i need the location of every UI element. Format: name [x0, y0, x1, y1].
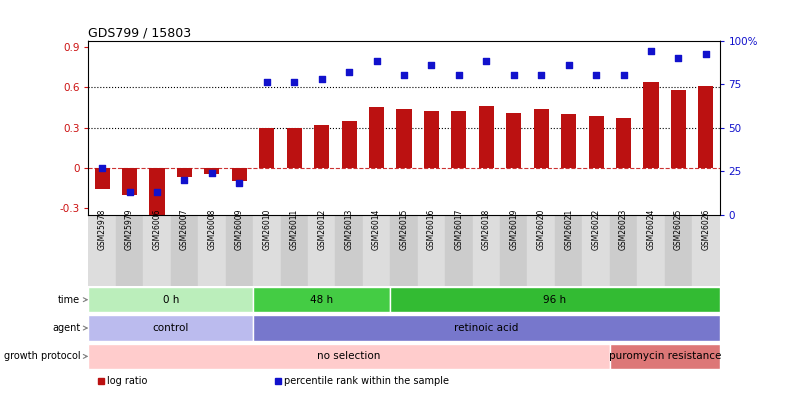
Bar — [226, 215, 253, 286]
Bar — [588, 115, 603, 168]
Point — [699, 51, 711, 58]
Bar — [581, 215, 609, 286]
Text: no selection: no selection — [317, 352, 381, 361]
Bar — [609, 215, 637, 286]
Bar — [664, 215, 691, 286]
Bar — [698, 86, 712, 168]
Bar — [479, 106, 493, 168]
Point — [589, 72, 601, 79]
Point — [561, 62, 574, 68]
Bar — [418, 215, 445, 286]
Text: retinoic acid: retinoic acid — [454, 323, 518, 333]
Bar — [450, 111, 466, 168]
Point — [479, 58, 492, 65]
Point — [534, 72, 547, 79]
Point — [260, 79, 273, 85]
Point — [617, 72, 630, 79]
Bar — [335, 215, 362, 286]
Bar — [396, 109, 411, 168]
Text: time: time — [58, 295, 87, 305]
Bar — [341, 121, 357, 168]
Text: growth protocol: growth protocol — [3, 352, 87, 361]
Bar — [231, 168, 247, 181]
Bar — [389, 215, 418, 286]
Bar — [122, 168, 137, 194]
Bar — [143, 215, 170, 286]
Bar — [423, 111, 438, 168]
Bar — [554, 215, 581, 286]
Bar — [369, 107, 384, 168]
Point — [397, 72, 410, 79]
Point — [96, 164, 108, 171]
Text: log ratio: log ratio — [108, 376, 148, 386]
Bar — [533, 109, 548, 168]
Bar — [472, 215, 499, 286]
Bar — [253, 315, 719, 341]
Bar — [95, 168, 109, 189]
Point — [177, 177, 190, 183]
Point — [233, 180, 246, 187]
Bar — [88, 287, 253, 313]
Point — [342, 68, 355, 75]
Bar — [88, 315, 253, 341]
Bar — [204, 168, 219, 175]
Bar — [609, 343, 719, 369]
Bar — [149, 168, 165, 216]
Bar — [362, 215, 389, 286]
Bar — [116, 215, 143, 286]
Point — [287, 79, 300, 85]
Text: puromycin resistance: puromycin resistance — [608, 352, 720, 361]
Text: percentile rank within the sample: percentile rank within the sample — [283, 376, 449, 386]
Text: 0 h: 0 h — [162, 295, 179, 305]
Bar — [253, 287, 389, 313]
Text: agent: agent — [52, 323, 87, 333]
Bar — [259, 128, 274, 168]
Bar — [170, 215, 198, 286]
Bar — [506, 113, 520, 168]
Bar — [560, 114, 576, 168]
Bar — [314, 125, 328, 168]
Bar — [88, 215, 116, 286]
Bar — [527, 215, 554, 286]
Bar — [198, 215, 226, 286]
Point — [644, 48, 657, 54]
Bar — [253, 215, 280, 286]
Point — [671, 55, 684, 61]
Text: GDS799 / 15803: GDS799 / 15803 — [88, 26, 191, 39]
Text: 48 h: 48 h — [310, 295, 332, 305]
Bar — [499, 215, 527, 286]
Point — [123, 189, 136, 195]
Bar — [691, 215, 719, 286]
Point — [425, 62, 438, 68]
Bar — [389, 287, 719, 313]
Point — [315, 76, 328, 82]
Bar — [88, 343, 609, 369]
Point — [206, 170, 218, 176]
Bar — [670, 90, 685, 168]
Bar — [642, 82, 658, 168]
Point — [150, 189, 163, 195]
Point — [452, 72, 465, 79]
Bar — [280, 215, 308, 286]
Bar — [615, 118, 630, 168]
Bar — [637, 215, 664, 286]
Text: 96 h: 96 h — [543, 295, 566, 305]
Bar — [308, 215, 335, 286]
Bar — [445, 215, 472, 286]
Bar — [287, 128, 301, 168]
Bar — [177, 168, 192, 177]
Point — [369, 58, 382, 65]
Point — [507, 72, 520, 79]
Text: control: control — [153, 323, 189, 333]
